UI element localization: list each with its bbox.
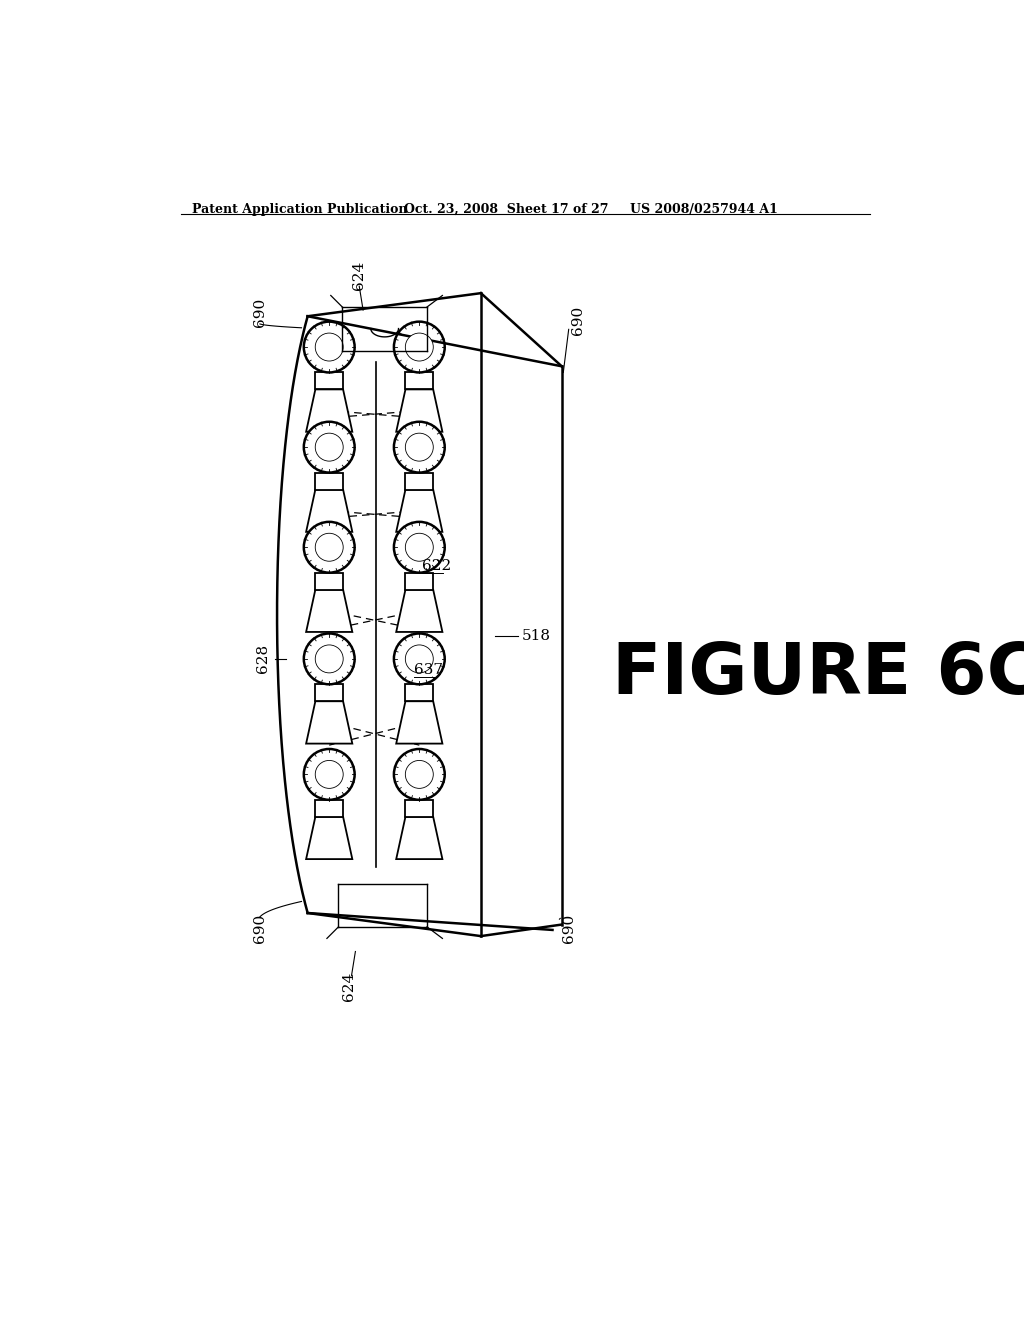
Polygon shape: [396, 490, 442, 532]
Circle shape: [406, 333, 433, 362]
Polygon shape: [315, 473, 343, 490]
Circle shape: [394, 748, 444, 800]
Polygon shape: [315, 573, 343, 590]
Circle shape: [394, 521, 444, 573]
Text: 624: 624: [352, 261, 367, 290]
Polygon shape: [396, 590, 442, 632]
Polygon shape: [306, 490, 352, 532]
Polygon shape: [306, 817, 352, 859]
Circle shape: [406, 645, 433, 673]
Text: 690: 690: [562, 913, 575, 942]
Text: 624: 624: [342, 972, 356, 1001]
Polygon shape: [315, 372, 343, 389]
Polygon shape: [396, 817, 442, 859]
Circle shape: [304, 422, 354, 473]
Polygon shape: [306, 590, 352, 632]
Text: 637: 637: [414, 664, 443, 677]
Circle shape: [394, 322, 444, 372]
Text: 690: 690: [253, 298, 267, 327]
Text: 518: 518: [521, 628, 551, 643]
Polygon shape: [406, 800, 433, 817]
Polygon shape: [306, 389, 352, 432]
Polygon shape: [396, 701, 442, 743]
Polygon shape: [315, 684, 343, 701]
Text: 628: 628: [256, 644, 270, 673]
Circle shape: [304, 748, 354, 800]
Circle shape: [315, 760, 343, 788]
Text: 690: 690: [253, 913, 267, 942]
Circle shape: [315, 533, 343, 561]
Circle shape: [406, 533, 433, 561]
Polygon shape: [306, 701, 352, 743]
Polygon shape: [406, 684, 433, 701]
Polygon shape: [406, 573, 433, 590]
Circle shape: [315, 333, 343, 362]
Circle shape: [394, 422, 444, 473]
Circle shape: [406, 433, 433, 461]
Text: US 2008/0257944 A1: US 2008/0257944 A1: [630, 203, 777, 216]
Circle shape: [304, 634, 354, 684]
Circle shape: [315, 433, 343, 461]
Circle shape: [304, 521, 354, 573]
Polygon shape: [406, 372, 433, 389]
Polygon shape: [396, 389, 442, 432]
Text: FIGURE 6C: FIGURE 6C: [611, 640, 1024, 709]
Text: 690: 690: [571, 305, 585, 335]
Text: 622: 622: [422, 560, 451, 573]
Circle shape: [304, 322, 354, 372]
Circle shape: [394, 634, 444, 684]
Text: Patent Application Publication: Patent Application Publication: [193, 203, 408, 216]
Text: Oct. 23, 2008  Sheet 17 of 27: Oct. 23, 2008 Sheet 17 of 27: [403, 203, 608, 216]
Circle shape: [406, 760, 433, 788]
Polygon shape: [315, 800, 343, 817]
Circle shape: [315, 645, 343, 673]
Polygon shape: [406, 473, 433, 490]
